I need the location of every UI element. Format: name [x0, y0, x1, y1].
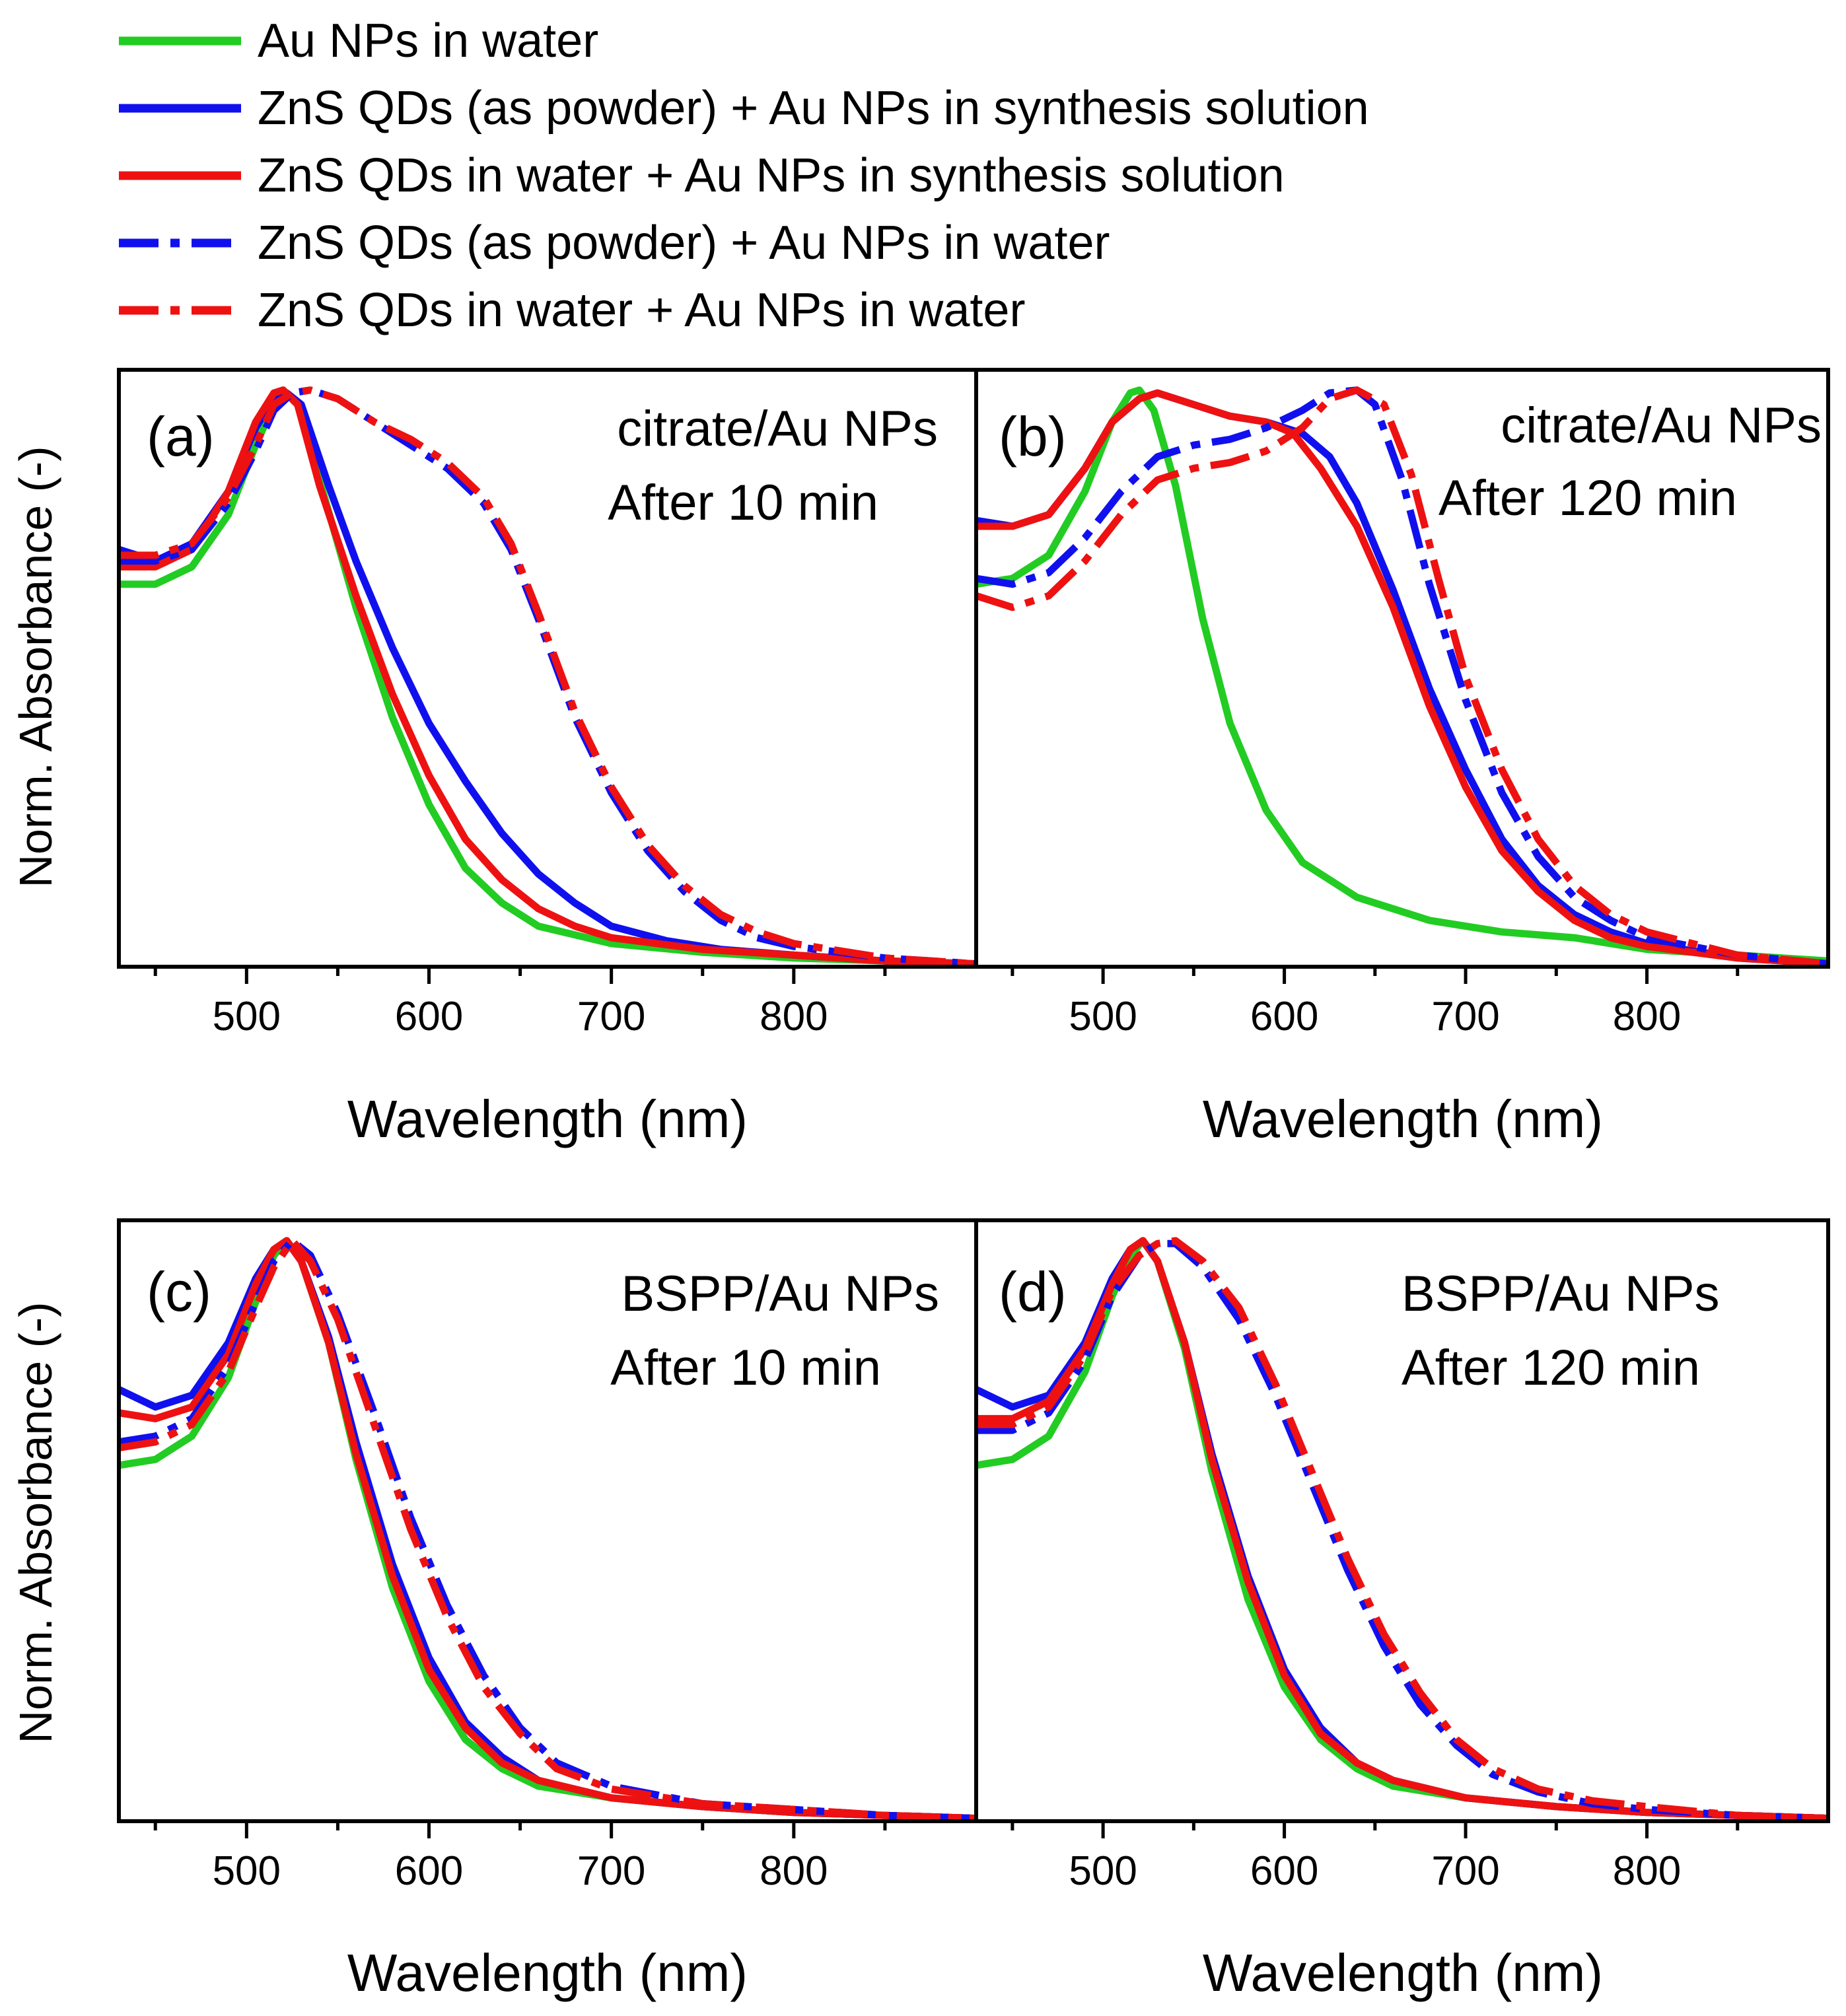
legend-label: ZnS QDs in water + Au NPs in water	[258, 284, 1025, 337]
series-line	[976, 1237, 1829, 1823]
panel-label: (d)	[999, 1261, 1067, 1323]
legend-label: ZnS QDs in water + Au NPs in synthesis s…	[258, 149, 1285, 202]
series-line	[976, 389, 1829, 968]
panel-b: (b) citrate/Au NPs After 120 min Wavelen…	[974, 368, 1830, 1148]
panel-a: Norm. Absorbance (-) (a) citrate/Au NPs …	[10, 368, 978, 1148]
legend-item: ZnS QDs (as powder) + Au NPs in synthesi…	[119, 82, 1369, 135]
series-line	[118, 1237, 977, 1823]
series-line	[119, 386, 977, 968]
legend-item: ZnS QDs (as powder) + Au NPs in water	[119, 217, 1110, 269]
panel-subtitle: After 10 min	[608, 475, 878, 531]
x-tick-label: 500	[1069, 1848, 1137, 1894]
x-tick-label: 500	[213, 994, 281, 1039]
panel-subtitle: After 120 min	[1438, 470, 1737, 526]
series-line	[976, 1237, 1829, 1823]
x-tick-label: 800	[760, 994, 828, 1039]
series-line	[976, 1239, 1829, 1823]
x-axis-label: Wavelength (nm)	[1203, 1090, 1603, 1148]
plot-frame	[974, 1218, 1830, 1823]
x-tick-label: 600	[1250, 994, 1318, 1039]
x-tick-label: 600	[395, 994, 463, 1039]
plot-area	[117, 1237, 977, 1823]
panel-subtitle: After 10 min	[610, 1340, 881, 1396]
x-tick-label: 600	[1250, 1848, 1318, 1894]
legend-item: ZnS QDs in water + Au NPs in synthesis s…	[119, 149, 1285, 202]
panel-label: (b)	[999, 405, 1067, 468]
x-axis-label: Wavelength (nm)	[347, 1943, 748, 2002]
legend-label: ZnS QDs (as powder) + Au NPs in water	[258, 217, 1110, 269]
x-tick-label: 800	[760, 1848, 828, 1894]
x-tick-label: 800	[1613, 1848, 1681, 1894]
panel-label: (c)	[147, 1261, 211, 1323]
y-axis-label: Norm. Absorbance (-)	[10, 1302, 61, 1743]
plot-area	[118, 386, 977, 968]
x-tick-label: 500	[1069, 994, 1137, 1039]
plot-area	[975, 386, 1829, 968]
panel-title: BSPP/Au NPs	[621, 1266, 939, 1322]
x-tick-label: 800	[1613, 994, 1681, 1039]
panel-d: (d) BSPP/Au NPs After 120 min Wavelength…	[974, 1218, 1830, 2002]
series-line	[975, 386, 1829, 968]
x-tick-label: 700	[577, 994, 645, 1039]
legend-label: ZnS QDs (as powder) + Au NPs in synthesi…	[258, 82, 1369, 135]
series-line	[118, 1237, 977, 1823]
x-tick-label: 600	[395, 1848, 463, 1894]
legend-item: ZnS QDs in water + Au NPs in water	[119, 284, 1025, 337]
panel-c: Norm. Absorbance (-) (c) BSPP/Au NPs Aft…	[10, 1218, 978, 2002]
series-line	[118, 1237, 977, 1823]
panel-title: BSPP/Au NPs	[1402, 1266, 1720, 1322]
series-line	[976, 386, 1829, 965]
panel-label: (a)	[147, 405, 215, 468]
x-tick-label: 500	[213, 1848, 281, 1894]
series-line	[119, 386, 977, 968]
panel-title: citrate/Au NPs	[1501, 398, 1822, 454]
legend-item: Au NPs in water	[119, 15, 598, 67]
legend-label: Au NPs in water	[258, 15, 598, 67]
plot-area	[974, 1237, 1829, 1823]
panel-subtitle: After 120 min	[1402, 1340, 1700, 1396]
plot-frame	[974, 368, 1830, 969]
x-axis-label: Wavelength (nm)	[1203, 1943, 1603, 2002]
y-axis-label: Norm. Absorbance (-)	[10, 446, 61, 887]
x-tick-label: 700	[1431, 1848, 1499, 1894]
panel-title: citrate/Au NPs	[617, 401, 938, 457]
legend: Au NPs in water ZnS QDs (as powder) + Au …	[119, 15, 1369, 337]
x-tick-label: 700	[1431, 994, 1499, 1039]
x-axis-label: Wavelength (nm)	[347, 1090, 748, 1148]
x-tick-label: 700	[577, 1848, 645, 1894]
